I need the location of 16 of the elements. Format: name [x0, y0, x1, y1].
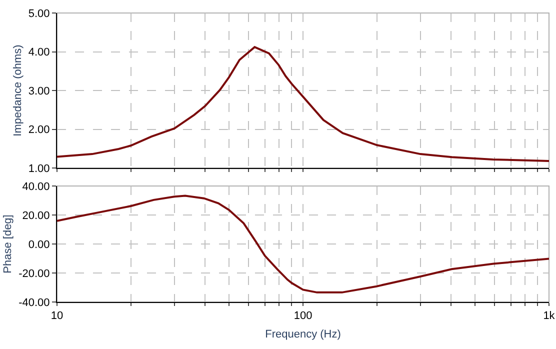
y-tick-label: 20.00 — [22, 210, 50, 222]
x-tick-label: 10 — [50, 310, 64, 322]
y-tick-label: 0.00 — [28, 238, 50, 251]
y-tick-label: 1.00 — [28, 162, 50, 175]
y-axis-title: Impedance (ohms) — [12, 44, 24, 136]
y-tick-label: 5.00 — [28, 8, 50, 20]
y-tick-label: 4.00 — [28, 46, 50, 59]
y-tick-label: 3.00 — [28, 85, 50, 98]
x-axis-title: Frequency (Hz) — [265, 328, 341, 340]
y-tick-label: -40.00 — [18, 296, 50, 309]
x-tick-label: 100 — [294, 310, 312, 322]
y-tick-label: 40.00 — [22, 180, 50, 193]
x-tick-label: 1k — [543, 310, 556, 322]
y-tick-label: 2.00 — [28, 124, 50, 136]
y-axis-title: Phase [deg] — [2, 214, 14, 274]
y-tick-label: -20.00 — [18, 268, 50, 280]
